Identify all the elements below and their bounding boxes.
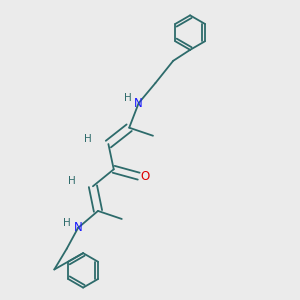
Text: N: N — [134, 97, 143, 110]
Text: H: H — [63, 218, 71, 227]
Text: N: N — [74, 221, 82, 234]
Text: H: H — [84, 134, 92, 144]
Text: O: O — [141, 170, 150, 183]
Text: H: H — [68, 176, 76, 186]
Text: H: H — [124, 93, 131, 103]
